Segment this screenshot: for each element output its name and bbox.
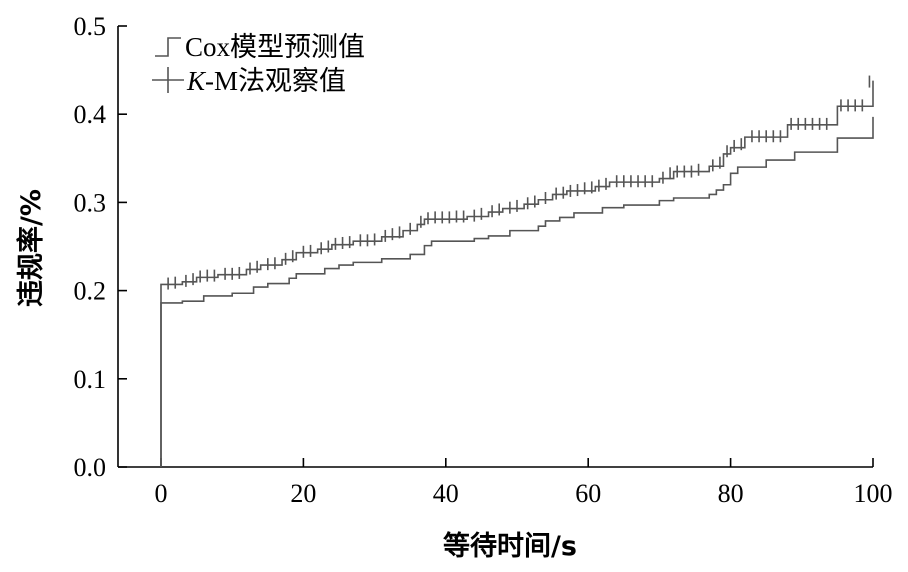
- y-ticks: 0.0 0.1 0.2 0.3 0.4 0.5: [74, 12, 127, 482]
- legend-cox-swatch: [155, 37, 181, 57]
- x-tick-label: 60: [575, 479, 601, 508]
- axes: [117, 26, 873, 468]
- y-tick-label: 0.3: [74, 188, 107, 217]
- y-tick-label: 0.1: [74, 365, 107, 394]
- y-tick-label: 0.0: [74, 453, 107, 482]
- y-tick-label: 0.5: [74, 12, 107, 41]
- legend-km-label: K-M法观察值: [186, 66, 346, 96]
- x-ticks: 0 20 40 60 80 100: [155, 458, 893, 508]
- x-tick-label: 0: [155, 479, 168, 508]
- y-tick-label: 0.4: [74, 100, 107, 129]
- legend-km-rest: -M法观察值: [205, 66, 346, 96]
- legend: Cox模型预测值 K-M法观察值: [152, 32, 365, 96]
- x-tick-label: 40: [433, 479, 459, 508]
- x-axis-title: 等待时间/s: [443, 530, 577, 562]
- series-layer: [160, 75, 874, 467]
- legend-km-italic: K: [186, 66, 207, 96]
- x-tick-label: 100: [854, 479, 893, 508]
- y-tick-label: 0.2: [74, 277, 107, 306]
- series-cox: [160, 116, 874, 467]
- series-km: [160, 75, 874, 467]
- x-tick-label: 20: [290, 479, 316, 508]
- y-axis-title: 违规率/%: [15, 189, 47, 307]
- x-tick-label: 80: [718, 479, 744, 508]
- series-line: [160, 116, 874, 467]
- series-line: [160, 80, 874, 467]
- legend-cox-label: Cox模型预测值: [185, 32, 365, 62]
